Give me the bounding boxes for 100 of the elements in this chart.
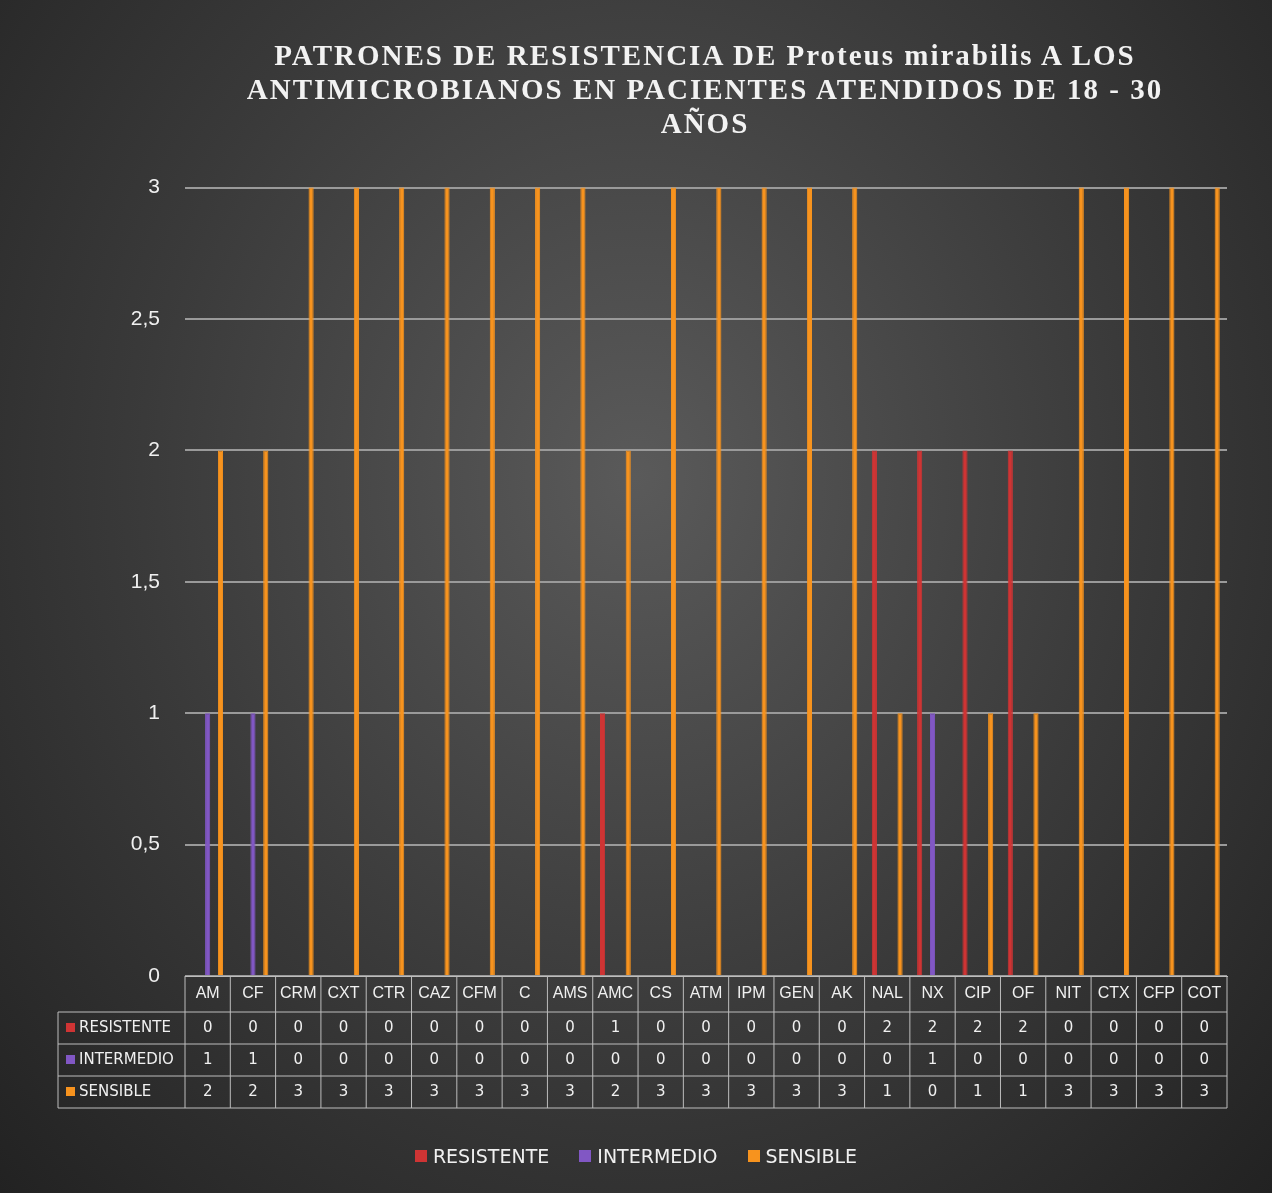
data-label: 3 (1108, 1081, 1119, 1100)
bar (1078, 187, 1084, 975)
data-label: 0 (1154, 1017, 1164, 1036)
bar (962, 450, 968, 975)
data-label: 2 (973, 1017, 983, 1036)
y-tick-label: 0 (148, 962, 160, 986)
x-tick-label: CF (242, 984, 264, 1002)
x-tick-label: COT (1187, 984, 1222, 1002)
data-label: 0 (746, 1049, 757, 1068)
bar (897, 713, 903, 975)
x-tick-label: ATM (689, 984, 723, 1002)
bar (929, 713, 936, 975)
x-tick-label: C (519, 984, 531, 1002)
data-label: 0 (927, 1081, 938, 1100)
data-label: 0 (746, 1017, 757, 1036)
data-label: 0 (973, 1049, 983, 1068)
data-label: 0 (565, 1049, 575, 1068)
data-label: 0 (837, 1049, 847, 1068)
data-label: 0 (565, 1017, 575, 1036)
data-label: 0 (429, 1049, 439, 1068)
data-label: 1 (1018, 1081, 1028, 1100)
data-label: 0 (655, 1049, 666, 1068)
x-tick-label: CIP (964, 984, 992, 1002)
bar (399, 187, 405, 975)
y-tick-label: 2 (148, 437, 160, 461)
data-label: 0 (837, 1017, 847, 1036)
data-label: 0 (791, 1017, 802, 1036)
y-tick-label: 2,5 (130, 305, 160, 329)
bar (988, 713, 994, 975)
data-label: 0 (520, 1017, 530, 1036)
data-label: 3 (655, 1081, 666, 1100)
bar (353, 187, 359, 975)
bar (670, 187, 677, 975)
bar (625, 450, 631, 975)
x-tick-label: AMC (597, 984, 634, 1002)
bar (1124, 187, 1130, 975)
x-tick-label: NAL (871, 984, 903, 1002)
data-label: 0 (655, 1017, 666, 1036)
data-label: 0 (248, 1017, 258, 1036)
data-label: 0 (1018, 1049, 1028, 1068)
data-label: 0 (1154, 1049, 1164, 1068)
data-label: 0 (293, 1049, 304, 1068)
data-label: 3 (565, 1081, 575, 1100)
data-label: 0 (791, 1049, 802, 1068)
bar (580, 187, 586, 975)
x-tick-label: AK (831, 984, 853, 1002)
data-label: 0 (474, 1017, 485, 1036)
legend-label: RESISTENTE (432, 1145, 550, 1167)
data-label: 0 (338, 1017, 349, 1036)
data-label: 0 (1108, 1017, 1119, 1036)
data-label: 0 (338, 1049, 349, 1068)
data-label: 1 (927, 1049, 938, 1068)
bar (263, 450, 269, 975)
text: RESISTENTE (79, 1017, 171, 1036)
data-label: 3 (293, 1081, 304, 1100)
bar (250, 713, 256, 975)
text: INTERMEDIO (597, 1145, 718, 1167)
data-label: 0 (1063, 1049, 1074, 1068)
data-label: 1 (973, 1081, 983, 1100)
data-label: 3 (837, 1081, 847, 1100)
data-label: 0 (293, 1017, 304, 1036)
bar (535, 187, 541, 975)
data-label: 0 (429, 1017, 439, 1036)
bar (852, 187, 858, 975)
x-tick-label: NX (921, 984, 944, 1002)
data-label: 3 (1063, 1081, 1074, 1100)
y-tick-label: 3 (148, 174, 160, 198)
x-tick-label: CTR (372, 984, 406, 1002)
bar (205, 713, 211, 975)
data-label: 2 (202, 1081, 213, 1100)
x-tick-label: OF (1012, 984, 1035, 1002)
bar (489, 187, 495, 975)
data-label: 3 (701, 1081, 711, 1100)
data-label: 3 (520, 1081, 530, 1100)
x-tick-label: AM (195, 984, 220, 1002)
x-tick-label: CRM (280, 984, 317, 1002)
x-tick-label: NIT (1055, 984, 1082, 1002)
x-tick-label: CTX (1097, 984, 1131, 1002)
x-tick-label: IPM (737, 984, 766, 1002)
bar (871, 450, 877, 975)
text: SENSIBLE (765, 1145, 858, 1167)
bar (599, 713, 606, 975)
data-label: 3 (746, 1081, 757, 1100)
x-tick-label: AMS (552, 984, 588, 1002)
bar (716, 187, 722, 975)
y-tick-label: 1 (148, 700, 160, 723)
x-tick-label: CFP (1143, 984, 1176, 1002)
data-label: 0 (610, 1049, 621, 1068)
bar (806, 187, 813, 975)
data-label: 3 (429, 1081, 439, 1100)
bar (1007, 450, 1013, 975)
data-label: 2 (927, 1017, 938, 1036)
legend-label: SENSIBLE (79, 1081, 152, 1100)
data-label: 2 (1018, 1017, 1028, 1036)
data-label: 3 (1154, 1081, 1164, 1100)
data-label: 0 (520, 1049, 530, 1068)
bar (1169, 187, 1175, 975)
bar (1214, 187, 1220, 975)
data-label: 0 (1199, 1049, 1210, 1068)
data-label: 0 (701, 1017, 711, 1036)
